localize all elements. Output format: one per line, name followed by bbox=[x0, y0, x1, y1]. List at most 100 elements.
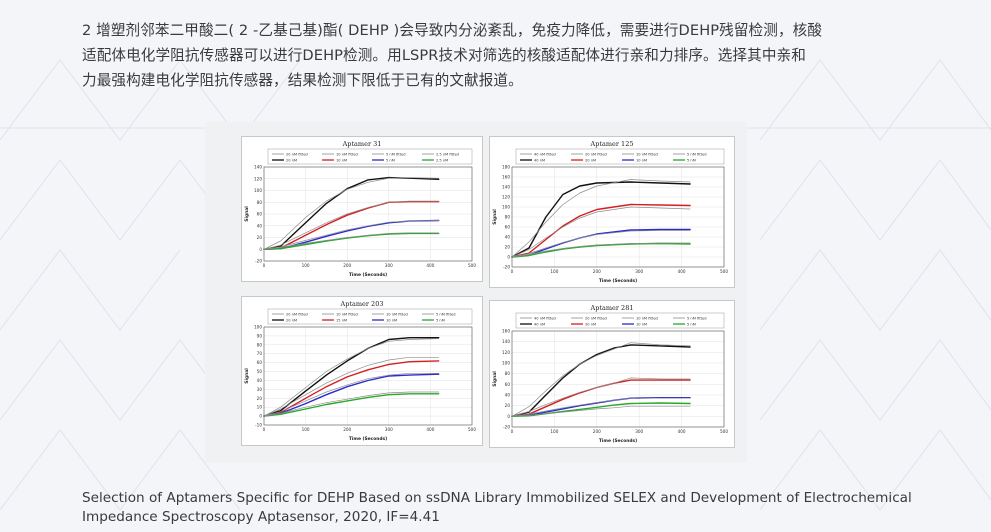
legend-label: 5 nM bbox=[687, 323, 696, 327]
y-tick-label: 40 bbox=[505, 393, 511, 398]
y-axis-label: Signal bbox=[244, 206, 250, 222]
y-tick-label: 120 bbox=[254, 176, 262, 181]
legend-label: 20 nM fitted bbox=[286, 313, 308, 317]
intro-line-2: 适配体电化学阻抗传感器可以进行DEHP检测。用LSPR技术对筛选的核酸适配体进行… bbox=[82, 47, 806, 64]
plot-frame bbox=[511, 166, 725, 268]
x-tick-label: 300 bbox=[635, 269, 643, 274]
legend-label: 5 nM fitted bbox=[687, 317, 707, 321]
chart-title: Aptamer 281 bbox=[590, 304, 634, 312]
series-line-15-nm-fitted bbox=[263, 356, 440, 417]
chart-panel-aptamer-203: Aptamer 203 20 nM fitted 10 nM fitted 10 nM… bbox=[241, 296, 483, 446]
legend-label: 40 nM fitted bbox=[534, 317, 556, 321]
y-tick-label: 140 bbox=[254, 165, 262, 170]
legend-label: 15 nM bbox=[336, 319, 347, 323]
legend-label: 20 nM bbox=[286, 319, 297, 323]
series-line-20-nm-fitted bbox=[511, 206, 691, 258]
chart-aptamer-125: Aptamer 125 40 nM fitted 20 nM fitted 10 nM… bbox=[492, 140, 728, 284]
y-tick-label: -10 bbox=[255, 423, 262, 428]
y-tick-label: 20 bbox=[505, 245, 511, 250]
legend-label: 40 nM bbox=[534, 323, 545, 327]
x-tick-label: 200 bbox=[343, 427, 351, 432]
chart-panel-aptamer-125: Aptamer 125 40 nM fitted 20 nM fitted 10 nM… bbox=[489, 136, 735, 288]
series-line-5-nm bbox=[263, 219, 440, 251]
x-axis-label: Time (Seconds) bbox=[349, 272, 387, 278]
y-tick-label: 120 bbox=[502, 195, 510, 200]
x-tick-label: 100 bbox=[550, 429, 558, 434]
x-tick-label: 400 bbox=[678, 429, 686, 434]
x-tick-label: 100 bbox=[302, 427, 310, 432]
series-line-5-nm bbox=[263, 393, 440, 417]
y-tick-label: 80 bbox=[257, 200, 263, 205]
x-tick-label: 400 bbox=[426, 427, 434, 432]
x-tick-label: 400 bbox=[678, 269, 686, 274]
y-axis-label: Signal bbox=[492, 371, 498, 387]
series-line-5-nm-fitted bbox=[511, 242, 691, 258]
y-tick-label: 80 bbox=[505, 215, 511, 220]
chart-legend: 40 nM fitted 20 nM fitted 10 nM fitted 5 nM… bbox=[515, 312, 725, 329]
legend-label: 2.5 nM fitted bbox=[436, 153, 459, 157]
x-axis-label: Time (Seconds) bbox=[599, 438, 637, 444]
x-tick-label: 0 bbox=[263, 263, 266, 268]
series-line-20-nm-fitted bbox=[263, 338, 440, 417]
legend-label: 5 nM fitted bbox=[436, 313, 456, 317]
aptamer-binding-figure: Aptamer 31 20 nM fitted 10 nM fitted 5 nM f… bbox=[205, 122, 747, 462]
x-tick-label: 200 bbox=[593, 429, 601, 434]
y-tick-label: 140 bbox=[502, 185, 510, 190]
x-axis-label: Time (Seconds) bbox=[349, 436, 387, 442]
legend-label: 10 nM bbox=[386, 319, 397, 323]
legend-label: 40 nM bbox=[534, 159, 545, 163]
series-line-40-nm bbox=[511, 344, 691, 418]
x-tick-label: 200 bbox=[343, 263, 351, 268]
legend-label: 10 nM fitted bbox=[386, 313, 408, 317]
series-line-2-5-nm-fitted bbox=[263, 232, 440, 250]
legend-label: 20 nM bbox=[585, 159, 596, 163]
y-tick-label: 60 bbox=[505, 225, 511, 230]
x-tick-label: 500 bbox=[720, 269, 728, 274]
y-tick-label: 0 bbox=[507, 255, 510, 260]
legend-label: 10 nM bbox=[636, 323, 647, 327]
y-tick-label: 90 bbox=[257, 333, 263, 338]
y-tick-label: 100 bbox=[254, 188, 262, 193]
y-tick-label: 80 bbox=[257, 342, 263, 347]
chart-aptamer-281: Aptamer 281 40 nM fitted 20 nM fitted 10 nM… bbox=[492, 304, 728, 444]
legend-label: 5 nM bbox=[687, 159, 696, 163]
y-tick-label: 40 bbox=[257, 223, 263, 228]
legend-label: 5 nM fitted bbox=[386, 153, 406, 157]
x-tick-label: 0 bbox=[511, 429, 514, 434]
legend-label: 20 nM fitted bbox=[286, 153, 308, 157]
y-tick-label: 0 bbox=[259, 247, 262, 252]
series-line-10-nm-fitted bbox=[511, 230, 691, 258]
legend-label: 5 nM bbox=[436, 319, 445, 323]
legend-label: 5 nM bbox=[386, 159, 395, 163]
x-tick-label: 100 bbox=[302, 263, 310, 268]
y-tick-label: 120 bbox=[502, 350, 510, 355]
legend-label: 5 nM fitted bbox=[687, 153, 707, 157]
series-line-10-nm-fitted bbox=[263, 372, 440, 417]
plot-frame bbox=[263, 166, 473, 262]
series-line-10-nm-fitted bbox=[511, 397, 691, 417]
series-line-5-nm-fitted bbox=[263, 220, 440, 250]
legend-label: 10 nM fitted bbox=[636, 153, 658, 157]
x-tick-label: 300 bbox=[385, 263, 393, 268]
legend-box bbox=[267, 308, 473, 325]
series-line-20-nm bbox=[511, 203, 691, 258]
x-tick-label: 500 bbox=[468, 263, 476, 268]
y-tick-label: 60 bbox=[505, 382, 511, 387]
chart-grid bbox=[263, 326, 473, 426]
legend-label: 10 nM fitted bbox=[636, 317, 658, 321]
x-tick-label: 300 bbox=[635, 429, 643, 434]
caption-line-2: Impedance Spectroscopy Aptasensor, 2020,… bbox=[82, 509, 440, 525]
legend-label: 40 nM fitted bbox=[534, 153, 556, 157]
y-tick-label: 40 bbox=[257, 378, 263, 383]
y-tick-label: 160 bbox=[502, 175, 510, 180]
plot-frame bbox=[511, 330, 725, 428]
series-line-40-nm-fitted bbox=[511, 342, 691, 417]
chart-aptamer-31: Aptamer 31 20 nM fitted 10 nM fitted 5 nM f… bbox=[244, 140, 476, 278]
intro-paragraph: 2 增塑剂邻苯二甲酸二( 2 -乙基己基)酯( DEHP )会导致内分泌紊乱，免… bbox=[82, 18, 912, 93]
x-tick-label: 100 bbox=[550, 269, 558, 274]
legend-label: 20 nM fitted bbox=[585, 317, 607, 321]
legend-box bbox=[515, 148, 725, 165]
x-tick-label: 200 bbox=[593, 269, 601, 274]
series-line-40-nm bbox=[511, 181, 691, 258]
